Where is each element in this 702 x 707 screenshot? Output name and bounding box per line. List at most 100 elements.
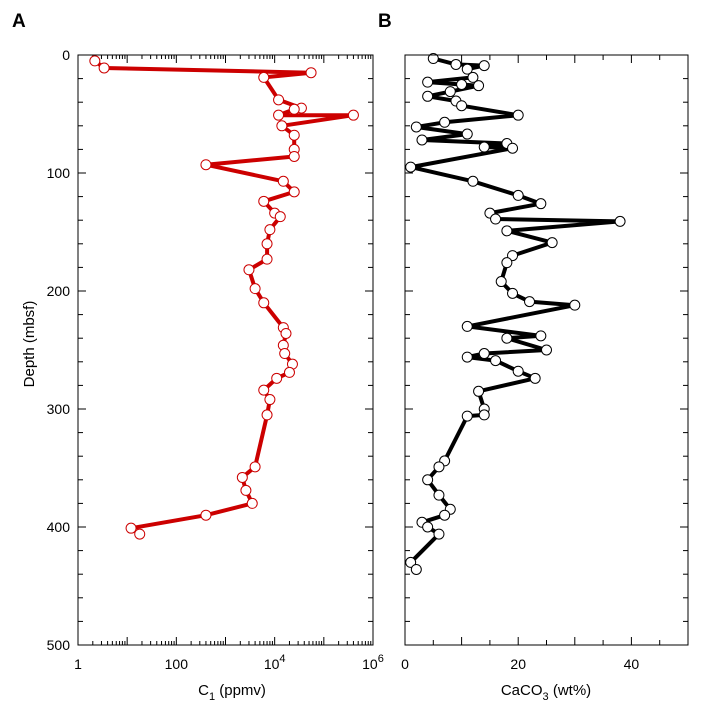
panel-a-ticks — [77, 54, 373, 646]
data-point — [541, 344, 552, 356]
data-point — [258, 71, 270, 83]
data-point — [243, 264, 255, 276]
panel-b-letter: B — [378, 11, 392, 32]
data-point — [236, 471, 248, 483]
y-tick-label: 500 — [47, 637, 71, 653]
data-point — [273, 109, 285, 121]
data-point — [283, 366, 295, 378]
data-point — [416, 134, 428, 146]
data-point — [433, 528, 445, 540]
data-point — [507, 250, 519, 262]
data-point — [125, 522, 137, 534]
data-point — [614, 215, 626, 227]
data-point — [305, 67, 317, 79]
data-point — [456, 100, 468, 112]
data-point — [478, 141, 490, 153]
data-point — [277, 175, 289, 187]
data-point — [258, 195, 270, 207]
data-point — [467, 175, 479, 187]
x-title-main: CaCO — [501, 682, 543, 699]
data-point — [271, 372, 283, 384]
x-tick-label: 100 — [165, 656, 189, 672]
data-point — [512, 189, 524, 201]
data-point — [529, 372, 541, 384]
data-point — [347, 109, 359, 121]
data-point — [276, 120, 288, 132]
data-point — [507, 287, 519, 299]
data-point — [512, 365, 524, 377]
panel-a-y-tick-labels: 0 100 200 300 400 500 — [47, 47, 71, 653]
data-point — [258, 384, 270, 396]
data-point — [264, 394, 276, 406]
data-point — [433, 461, 445, 473]
data-point — [450, 58, 462, 70]
data-point — [288, 150, 300, 162]
x-tick-label: 40 — [624, 656, 640, 672]
data-point — [478, 348, 490, 360]
data-point — [405, 556, 417, 568]
data-point — [535, 198, 547, 210]
data-point — [439, 116, 451, 128]
data-point — [422, 76, 434, 88]
data-point — [288, 129, 300, 141]
data-point — [478, 60, 490, 72]
data-point — [261, 409, 273, 421]
data-point — [461, 351, 473, 363]
data-point — [501, 257, 513, 269]
panel-a-x-tick-labels: 1 100 104 106 — [74, 653, 384, 672]
y-tick-label: 100 — [47, 165, 71, 181]
data-point — [490, 213, 502, 225]
data-point — [261, 253, 273, 265]
data-point — [280, 327, 292, 339]
panel-b-x-tick-labels: 0 20 40 — [401, 656, 639, 672]
data-point — [501, 225, 513, 237]
data-point — [422, 521, 434, 533]
x-tick-label: 106 — [362, 653, 384, 672]
data-point — [258, 297, 270, 309]
data-point — [405, 161, 417, 173]
data-point — [507, 142, 519, 154]
panel-a-letter: A — [12, 11, 26, 32]
data-point — [288, 186, 300, 198]
y-tick-label: 400 — [47, 519, 71, 535]
data-point — [422, 90, 434, 102]
data-point — [490, 355, 502, 367]
panel-a-series-line — [93, 59, 356, 536]
data-point — [461, 320, 473, 332]
data-point — [410, 121, 422, 133]
data-point — [478, 409, 490, 421]
data-point — [200, 509, 212, 521]
data-point — [249, 461, 261, 473]
x-tick-label: 20 — [510, 656, 526, 672]
x-title-unit: (ppmv) — [215, 682, 266, 699]
x-title-sub: 1 — [209, 691, 215, 703]
panel-b: B 0 20 40 CaCO3 (wt%) — [378, 11, 689, 703]
data-point — [433, 489, 445, 501]
panel-a-markers — [89, 55, 359, 540]
x-tick-label: 104 — [264, 653, 286, 672]
y-tick-label: 0 — [62, 47, 70, 63]
data-point — [274, 211, 286, 223]
data-point — [422, 474, 434, 486]
x-title-unit: (wt%) — [549, 682, 592, 699]
data-point — [461, 128, 473, 140]
data-point — [495, 276, 507, 288]
data-point — [467, 71, 479, 83]
panel-b-markers — [405, 53, 626, 575]
panel-a-frame — [77, 54, 374, 646]
data-point — [512, 109, 524, 121]
y-tick-label: 200 — [47, 283, 71, 299]
data-point — [524, 296, 536, 308]
data-point — [444, 86, 456, 98]
data-point — [249, 283, 261, 295]
data-point — [200, 159, 212, 171]
data-point — [273, 94, 285, 106]
data-point — [134, 528, 146, 540]
data-point — [461, 63, 473, 75]
data-point — [410, 563, 422, 575]
data-point — [535, 330, 547, 342]
panel-b-frame — [404, 54, 689, 646]
data-point — [546, 237, 558, 249]
